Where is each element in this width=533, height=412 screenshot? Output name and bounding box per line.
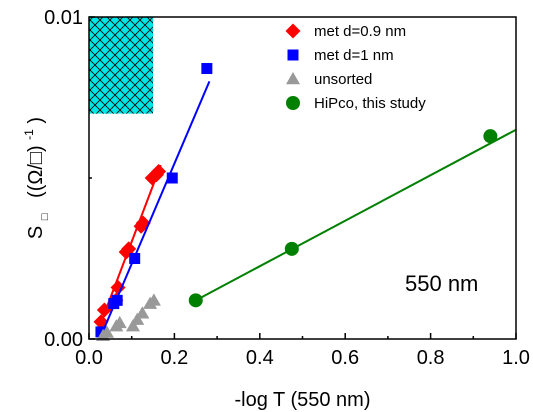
legend-label: HiPco, this study: [314, 95, 426, 112]
series-2: [96, 293, 161, 342]
x-tick-label: 0.0: [75, 347, 103, 369]
y-axis-title-symbol: S: [25, 226, 47, 239]
legend-label: met d=0.9 nm: [314, 23, 406, 40]
y-tick-label: 0.00: [44, 329, 83, 351]
fit-line: [195, 128, 517, 302]
data-point: [146, 293, 161, 306]
svg-text:S □ ((Ω/□) -: S □ ((Ω/□) -1 ): [16, 117, 53, 239]
wavelength-annotation: 550 nm: [405, 271, 478, 296]
y-axis-title-close: ): [25, 117, 47, 124]
data-point: [130, 312, 145, 325]
legend-marker: [286, 96, 300, 110]
x-axis-title: -log T (550 nm): [235, 389, 371, 411]
data-point: [201, 63, 213, 75]
x-tick-label: 0.2: [160, 347, 188, 369]
series-0: [93, 164, 167, 330]
series-3: [188, 128, 517, 308]
x-tick-label: 0.4: [246, 347, 274, 369]
data-point: [483, 129, 498, 144]
y-axis-title: S □ ((Ω/□) -1 ): [16, 117, 53, 239]
data-point: [111, 294, 123, 306]
data-point: [284, 241, 299, 256]
data-point: [99, 325, 114, 338]
data-point: [135, 306, 150, 319]
data-point: [166, 172, 178, 184]
data-point: [188, 293, 203, 308]
data-point: [125, 319, 140, 332]
data-point: [112, 315, 127, 329]
data-point: [151, 164, 167, 180]
data-point: [121, 241, 137, 257]
y-axis-title-units: ((Ω/□): [25, 145, 47, 198]
series-1: [95, 63, 213, 340]
x-tick-label: 0.8: [417, 347, 445, 369]
legend-marker: [287, 49, 299, 61]
legend: met d=0.9 nm met d=1 nm unsorted HiPco, thi…: [285, 23, 426, 112]
x-tick-label: 1.0: [502, 347, 530, 369]
legend-marker: [286, 72, 300, 85]
data-point: [129, 253, 141, 264]
data-point: [96, 302, 112, 318]
legend-marker: [285, 23, 301, 39]
y-axis-title-subscript: □: [39, 213, 51, 220]
data-marks: [93, 63, 517, 342]
axis-ticks: 0.0 0.2 0.4 0.6 0.8 1.0 0.00 0.01: [44, 7, 530, 369]
x-tick-label: 0.6: [331, 347, 359, 369]
legend-label: unsorted: [314, 71, 372, 88]
y-tick-label: 0.01: [44, 7, 83, 29]
legend-label: met d=1 nm: [314, 47, 394, 64]
plot-area: [89, 17, 154, 114]
hatched-region-pattern: [89, 17, 154, 114]
data-point: [110, 279, 126, 295]
y-axis-title-exponent: -1: [22, 129, 36, 140]
data-point: [95, 326, 107, 338]
